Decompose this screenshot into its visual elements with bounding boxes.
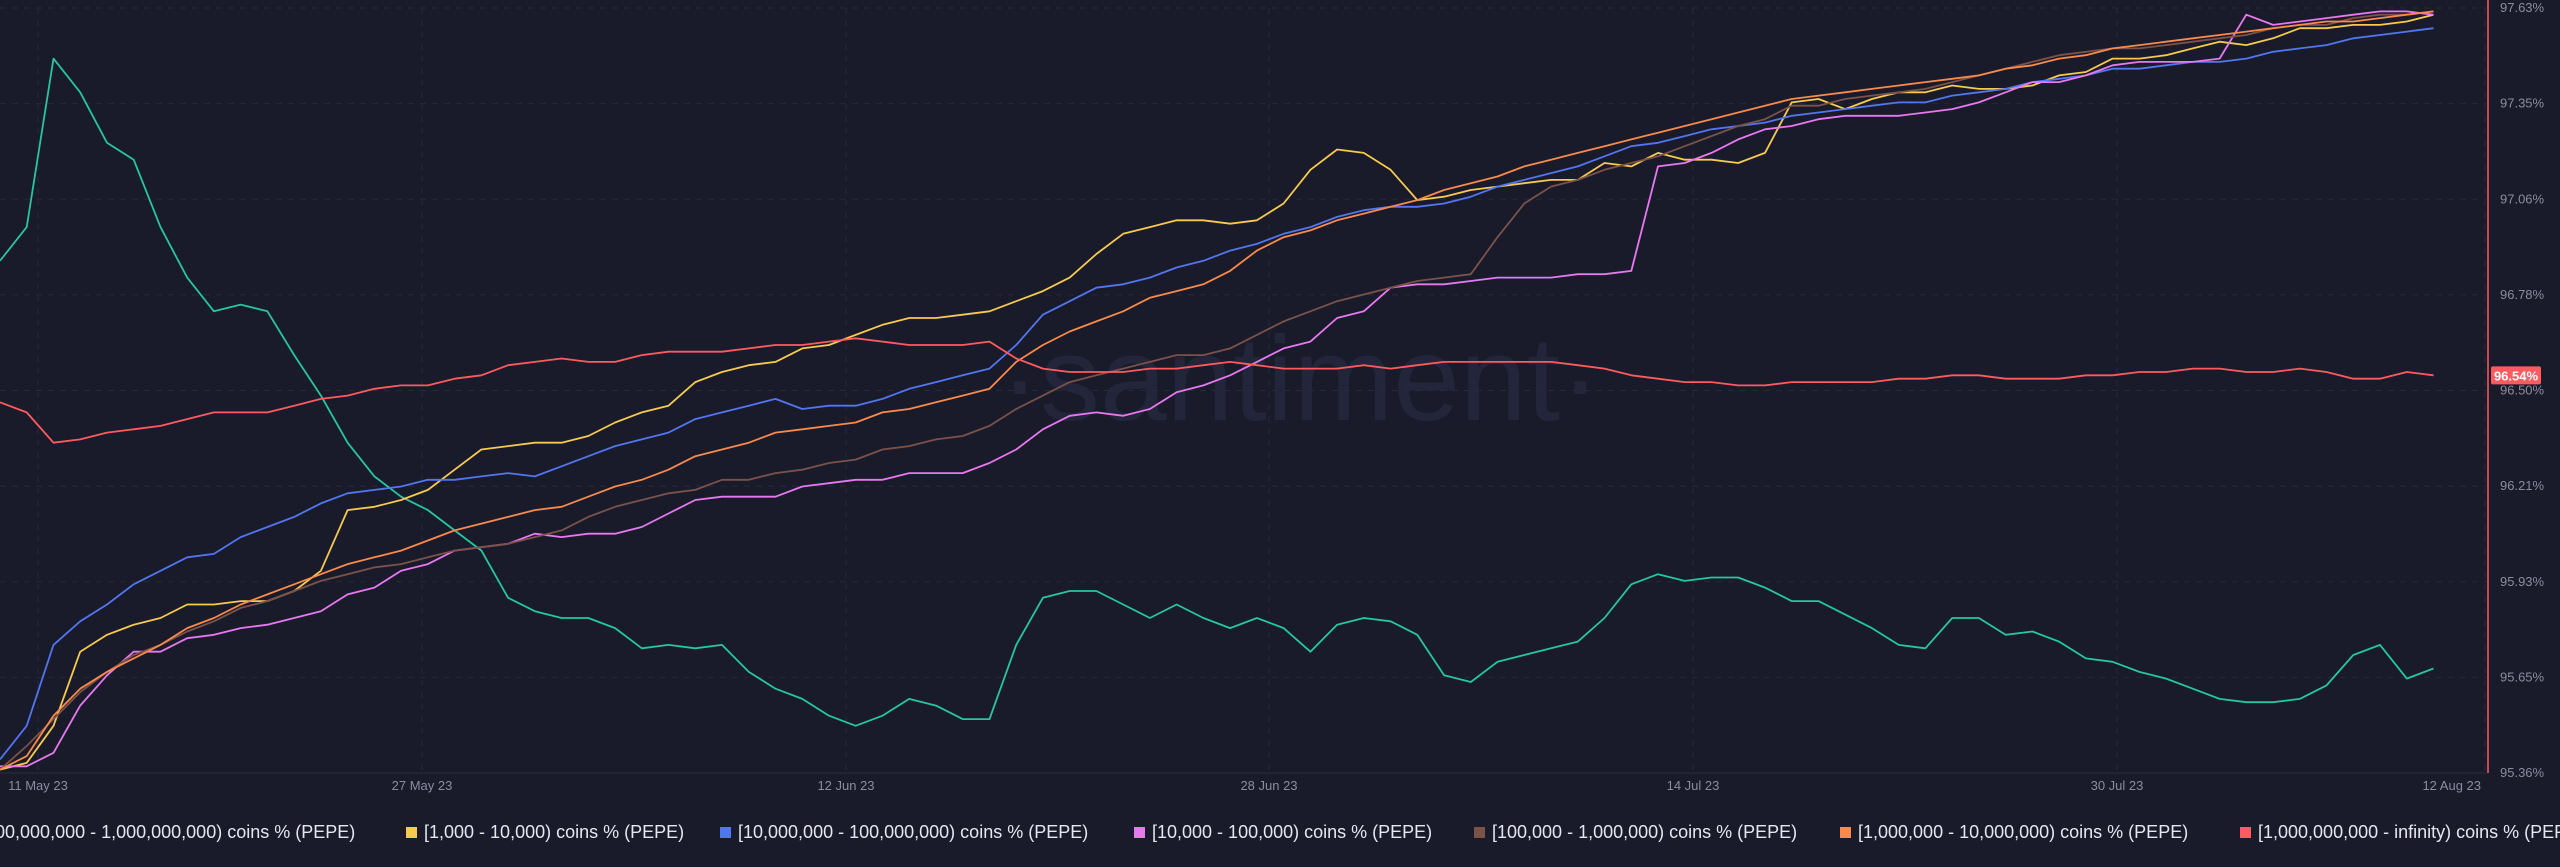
y-tick-label: 97.63% [2500,0,2545,15]
y-tick-label: 96.21% [2500,478,2545,493]
x-tick-label: 12 Aug 23 [2422,778,2481,793]
y-axis: 97.63% 97.35% 97.06% 96.78% 96.50% 96.21% 95.9… [2487,0,2545,780]
y-tick-label: 97.35% [2500,96,2545,111]
legend-item[interactable]: [1,000,000,000 - infinity) coins % (PEPE… [2240,822,2560,843]
legend-item[interactable]: [1,000,000 - 10,000,000) coins % (PEPE) [1840,822,2188,843]
x-tick-label: 11 May 23 [8,778,68,793]
legend-label: [1,000,000 - 10,000,000) coins % (PEPE) [1858,822,2189,842]
current-value-badge: 96.54% [2491,366,2541,385]
y-tick-label: 95.65% [2500,669,2545,684]
x-tick-label: 12 Jun 23 [817,778,874,793]
current-value-badge-bg [2491,366,2541,385]
legend-label: [100,000 - 1,000,000) coins % (PEPE) [1492,822,1798,842]
x-tick-label: 28 Jun 23 [1240,778,1297,793]
y-tick-label: 96.50% [2500,383,2545,398]
x-tick-label: 30 Jul 23 [2091,778,2144,793]
legend-label: [100,000,000 - 1,000,000,000) coins % (P… [0,822,356,842]
y-tick-label: 95.93% [2500,574,2545,589]
legend-label: [10,000 - 100,000) coins % (PEPE) [1152,822,1433,842]
legend-label: [1,000 - 10,000) coins % (PEPE) [424,822,685,842]
series-line-6 [0,10,2434,771]
x-axis: 11 May 23 27 May 23 12 Jun 23 28 Jun 23 14 J… [0,772,2487,793]
legend-swatch [406,827,417,838]
legend-item[interactable]: [10,000,000 - 100,000,000) coins % (PEPE… [720,822,1088,843]
y-tick-label: 96.78% [2500,287,2545,302]
x-tick-label: 27 May 23 [392,778,453,793]
legend-item[interactable]: [100,000 - 1,000,000) coins % (PEPE) [1474,822,1797,843]
x-tick-label: 14 Jul 23 [1667,778,1720,793]
legend-item[interactable]: [1,000 - 10,000) coins % (PEPE) [406,822,684,843]
legend-swatch [1840,827,1851,838]
y-tick-label: 95.36% [2500,765,2545,780]
grid-lines [0,7,2487,774]
series-line-5 [0,10,2434,771]
series-layer [0,10,2434,771]
series-line-7 [0,337,2434,444]
y-tick-label: 97.06% [2500,191,2545,206]
chart-legend: [100,000,000 - 1,000,000,000) coins % (P… [0,820,2560,848]
current-value-label: 96.54% [2494,368,2539,383]
legend-swatch [1474,827,1485,838]
watermark-text: ·santiment· [1000,312,1600,446]
legend-swatch [1134,827,1145,838]
legend-label: [1,000,000,000 - infinity) coins % (PEPE… [2258,822,2560,842]
legend-swatch [2240,827,2251,838]
series-line-4 [0,10,2434,768]
series-line-2 [0,13,2434,771]
legend-swatch [720,827,731,838]
legend-label: [10,000,000 - 100,000,000) coins % (PEPE… [738,822,1089,842]
legend-item[interactable]: [10,000 - 100,000) coins % (PEPE) [1134,822,1432,843]
legend-item[interactable]: [100,000,000 - 1,000,000,000) coins % (P… [0,822,355,843]
